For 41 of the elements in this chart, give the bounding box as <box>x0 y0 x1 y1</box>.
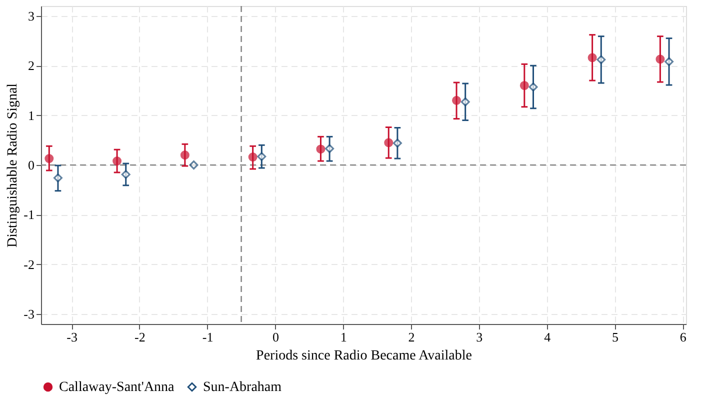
legend-label: Sun-Abraham <box>203 380 282 395</box>
point <box>596 55 606 64</box>
x-tick-label: 6 <box>680 330 687 344</box>
point <box>53 173 62 182</box>
point <box>180 150 190 160</box>
point <box>452 96 462 105</box>
point <box>656 54 665 64</box>
x-tick-label: -3 <box>66 330 78 344</box>
point <box>44 154 54 164</box>
x-tick-label: 2 <box>408 330 415 344</box>
y-tick-label: -3 <box>24 306 34 322</box>
point <box>189 160 198 170</box>
y-tick-label: 0 <box>28 158 34 172</box>
point <box>384 138 394 148</box>
point <box>392 138 402 148</box>
point <box>325 144 334 154</box>
legend-label: Callaway-Sant'Anna <box>59 380 176 395</box>
point <box>316 144 326 154</box>
point <box>248 152 258 162</box>
y-tick-label: 2 <box>28 58 34 74</box>
y-tick-label: -2 <box>24 256 34 272</box>
x-tick-label: -1 <box>202 330 214 344</box>
x-axis-title: Periods since Radio Became Available <box>256 348 472 364</box>
y-tick-label: 3 <box>28 8 34 24</box>
point <box>257 152 266 162</box>
point <box>112 156 122 166</box>
point <box>520 81 529 90</box>
x-tick-label: 3 <box>476 330 483 344</box>
x-tick-label: -2 <box>134 330 146 344</box>
y-tick-label: 1 <box>28 108 34 123</box>
x-tick-label: 1 <box>340 330 347 344</box>
point <box>588 53 597 62</box>
x-tick-label: 5 <box>612 330 618 344</box>
y-tick-label: -1 <box>24 207 34 222</box>
x-tick-label: 4 <box>544 330 552 344</box>
y-axis-title: Distinguishable Radio Signal <box>6 83 21 248</box>
point <box>121 170 130 179</box>
point <box>460 97 470 106</box>
x-tick-label: 0 <box>272 330 279 344</box>
point <box>528 82 538 92</box>
point <box>664 57 674 66</box>
